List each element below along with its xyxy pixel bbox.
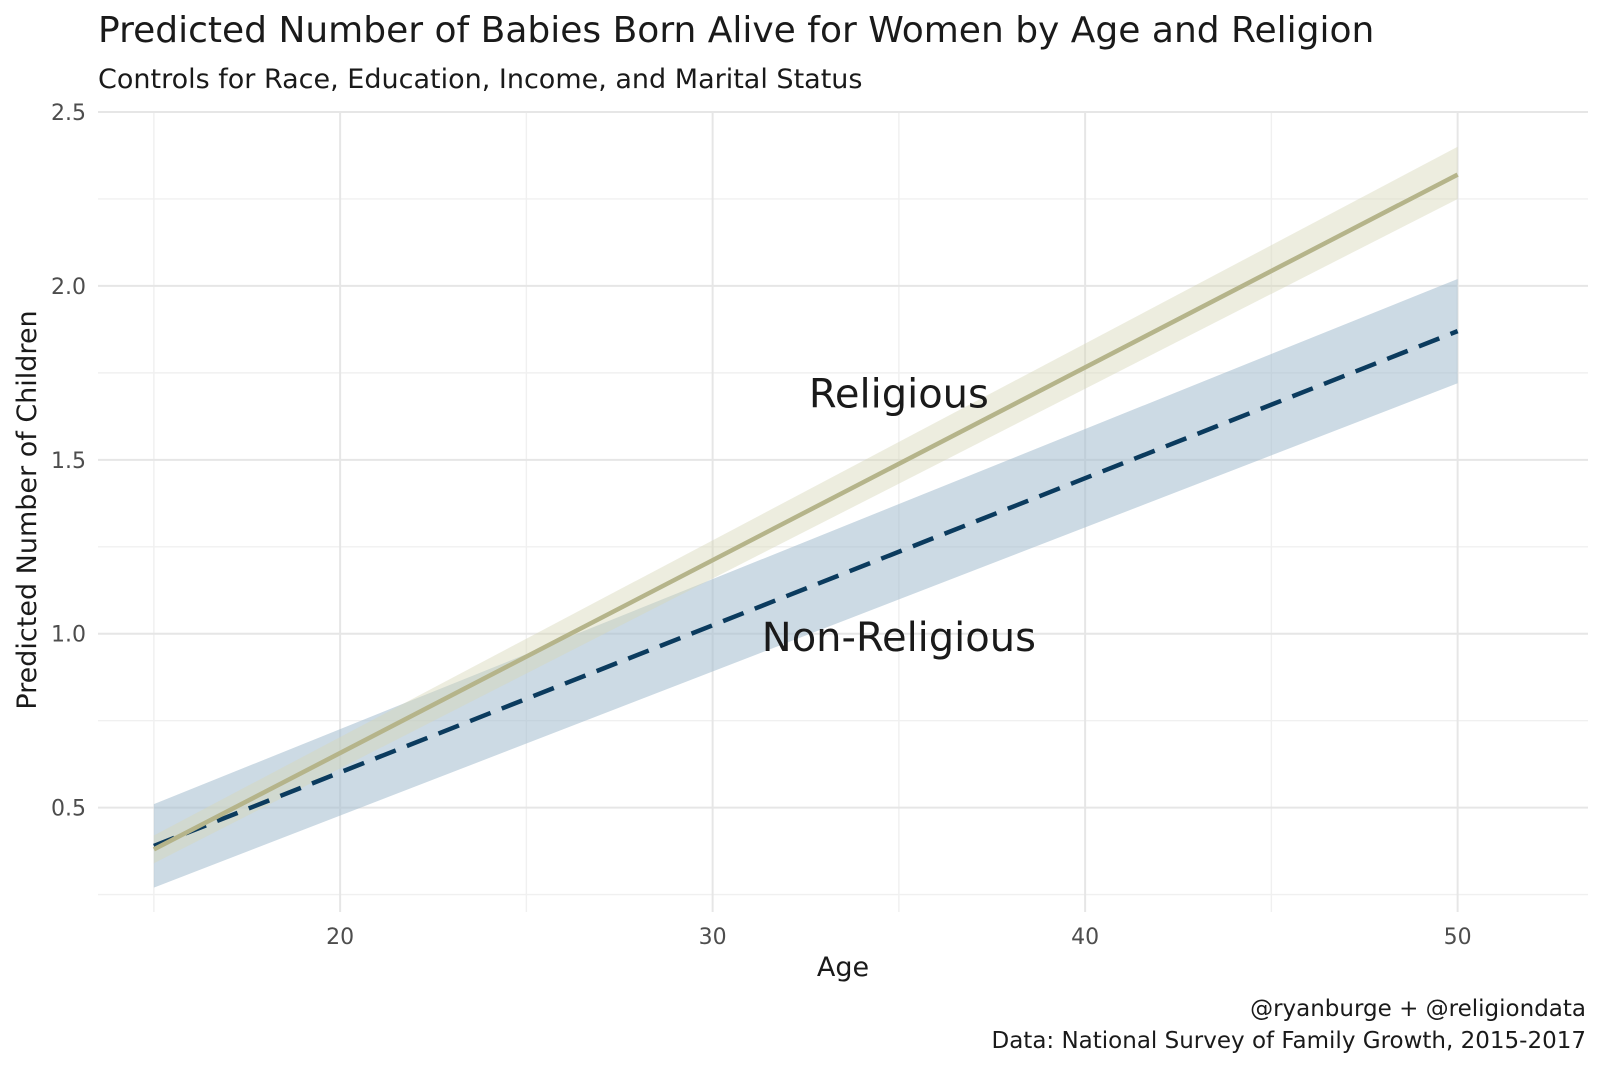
y-axis-title: Predicted Number of Children [12, 310, 43, 709]
caption-source: Data: National Survey of Family Growth, … [992, 1028, 1587, 1054]
y-tick-label: 1.0 [51, 623, 86, 648]
x-tick-label: 20 [326, 925, 354, 950]
series-lines [152, 172, 1459, 852]
axis-ticks: 20 30 40 50 0.5 1.0 1.5 2.0 2.5 [51, 101, 1472, 950]
grid-layer [98, 111, 1588, 912]
x-tick-label: 50 [1444, 925, 1472, 950]
caption-credit: @ryanburge + @religiondata [1250, 996, 1586, 1022]
confidence-bands [153, 146, 1458, 888]
chart-title: Predicted Number of Babies Born Alive fo… [98, 10, 1374, 51]
x-tick-label: 40 [1071, 925, 1099, 950]
x-tick-label: 30 [699, 925, 727, 950]
y-tick-label: 2.0 [51, 275, 86, 300]
series-annotations: Religious Non-Religious [762, 372, 1036, 661]
annotation-religious: Religious [809, 372, 989, 418]
x-axis-title: Age [817, 952, 869, 983]
confidence-band-religious [153, 146, 1458, 864]
confidence-band-non-religious [153, 278, 1458, 888]
annotation-non-religious: Non-Religious [762, 615, 1036, 661]
chart-subtitle: Controls for Race, Education, Income, an… [98, 64, 862, 95]
y-tick-label: 2.5 [51, 101, 86, 126]
series-line-religious [152, 172, 1459, 852]
y-tick-label: 0.5 [51, 797, 86, 822]
series-line-non-religious [153, 329, 1459, 849]
y-tick-label: 1.5 [51, 449, 86, 474]
